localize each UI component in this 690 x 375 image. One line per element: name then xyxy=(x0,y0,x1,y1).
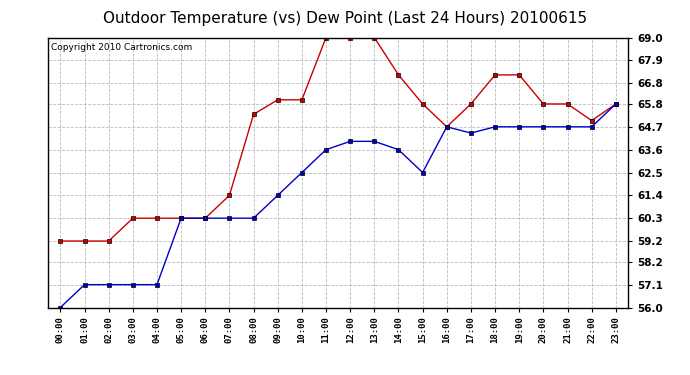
Text: Copyright 2010 Cartronics.com: Copyright 2010 Cartronics.com xyxy=(51,43,193,52)
Text: Outdoor Temperature (vs) Dew Point (Last 24 Hours) 20100615: Outdoor Temperature (vs) Dew Point (Last… xyxy=(103,11,587,26)
